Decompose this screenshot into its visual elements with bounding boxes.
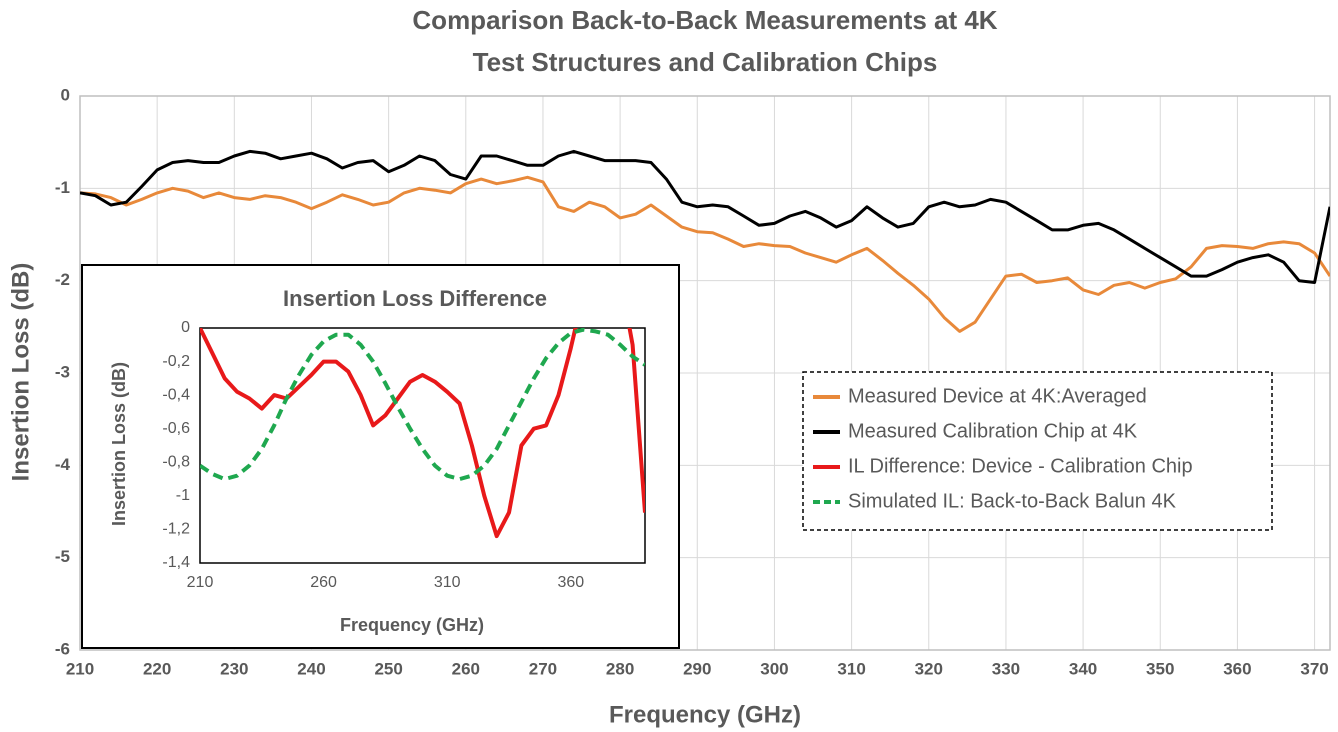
- legend-box: [802, 371, 1273, 531]
- x-tick-label: 230: [220, 659, 248, 678]
- chart-title: Comparison Back-to-Back Measurements at …: [412, 5, 997, 35]
- chart-subtitle: Test Structures and Calibration Chips: [473, 47, 938, 77]
- y-tick-label: -0,2: [162, 353, 190, 370]
- series-line: [80, 149, 1330, 284]
- x-tick-label: 240: [297, 659, 325, 678]
- x-tick-label: 260: [452, 659, 480, 678]
- x-tick-label: 340: [1069, 659, 1097, 678]
- y-tick-label: 0: [181, 319, 190, 336]
- y-tick-label: -5: [55, 547, 70, 566]
- inset-plot: 0 -0,2 -0,4 -0,6 -0,8 -1 -1,2 -1,4 210 260 310 360: [162, 319, 646, 591]
- y-tick-label: -2: [55, 270, 70, 289]
- x-tick-label: 300: [760, 659, 788, 678]
- legend-label: IL Difference: Device - Calibration Chip: [848, 455, 1193, 477]
- x-tick-label: 290: [683, 659, 711, 678]
- x-tick-label: 220: [143, 659, 171, 678]
- y-tick-label: -0,6: [162, 420, 190, 437]
- x-tick-label: 310: [837, 659, 865, 678]
- series-line: [200, 328, 645, 539]
- series-line: [80, 175, 1330, 333]
- inset-x-axis-label: Frequency (GHz): [340, 615, 484, 635]
- x-axis-label: Frequency (GHz): [609, 701, 801, 728]
- y-tick-label: -1: [55, 178, 70, 197]
- x-tick-label: 330: [992, 659, 1020, 678]
- plot-frame: [79, 95, 1331, 651]
- y-tick-label: -1: [176, 487, 190, 504]
- x-tick-label: 210: [187, 574, 214, 591]
- y-tick-label: -1,4: [162, 554, 190, 571]
- series-line: [200, 328, 645, 482]
- inset-y-axis-label: Insertion Loss (dB): [109, 362, 129, 526]
- y-tick-label: 0: [61, 85, 70, 104]
- x-tick-label: 320: [915, 659, 943, 678]
- x-tick-label: 310: [434, 574, 461, 591]
- x-tick-label: 350: [1146, 659, 1174, 678]
- x-tick-label: 260: [310, 574, 337, 591]
- y-tick-label: -0,4: [162, 386, 190, 403]
- legend-label: Simulated IL: Back-to-Back Balun 4K: [848, 490, 1177, 512]
- legend-label: Measured Device at 4K:Averaged: [848, 385, 1147, 407]
- y-tick-label: -6: [55, 639, 70, 658]
- x-tick-label: 250: [374, 659, 402, 678]
- legend-label: Measured Calibration Chip at 4K: [848, 420, 1138, 442]
- y-tick-label: -4: [55, 455, 71, 474]
- x-tick-label: 210: [66, 659, 94, 678]
- inset-title: Insertion Loss Difference: [283, 286, 547, 311]
- plot-frame: [199, 327, 646, 564]
- x-tick-label: 360: [557, 574, 584, 591]
- y-tick-label: -1,2: [162, 521, 190, 538]
- x-tick-label: 280: [606, 659, 634, 678]
- y-axis-label: Insertion Loss (dB): [7, 263, 34, 482]
- legend: Measured Device at 4K:Averaged Measured C…: [813, 385, 1193, 512]
- x-tick-label: 360: [1223, 659, 1251, 678]
- x-tick-label: 370: [1300, 659, 1328, 678]
- y-tick-label: -3: [55, 362, 70, 381]
- y-tick-label: -0,8: [162, 454, 190, 471]
- x-tick-label: 270: [529, 659, 557, 678]
